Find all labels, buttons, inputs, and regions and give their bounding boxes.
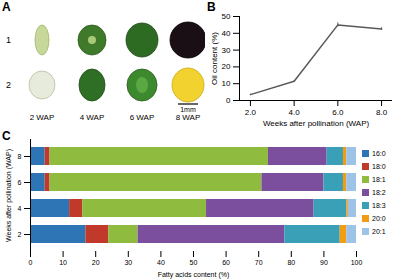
svg-text:6: 6	[18, 179, 22, 186]
svg-text:4: 4	[18, 205, 22, 212]
svg-text:4.0: 4.0	[289, 108, 301, 117]
svg-text:90: 90	[320, 259, 328, 266]
svg-text:Weeks after pollination (WAP): Weeks after pollination (WAP)	[263, 119, 370, 128]
html-text:A: A	[2, 0, 11, 14]
html-text:18:2: 18:2	[372, 189, 386, 196]
svg-text:Oil content (%): Oil content (%)	[210, 32, 219, 85]
svg-text:Weeks after pollination (WAP): Weeks after pollination (WAP)	[5, 149, 13, 242]
svg-text:8: 8	[18, 153, 22, 160]
svg-text:1mm: 1mm	[180, 106, 196, 113]
svg-text:10: 10	[59, 259, 67, 266]
svg-text:40: 40	[222, 29, 231, 38]
svg-text:Fatty acids content (%): Fatty acids content (%)	[158, 271, 230, 279]
html-text:18:3: 18:3	[372, 202, 386, 209]
svg-text:0: 0	[29, 259, 33, 266]
html-text:B: B	[207, 0, 216, 14]
svg-text:10: 10	[222, 79, 231, 88]
svg-text:4 WAP: 4 WAP	[80, 113, 105, 122]
svg-text:50: 50	[190, 259, 198, 266]
html-text:20:0: 20:0	[372, 215, 386, 222]
svg-text:80: 80	[287, 259, 295, 266]
svg-text:30: 30	[222, 46, 231, 55]
svg-text:70: 70	[255, 259, 263, 266]
html-text:20:1: 20:1	[372, 228, 386, 235]
svg-text:6.0: 6.0	[332, 108, 344, 117]
html-text:16:0: 16:0	[372, 150, 386, 157]
svg-text:8.0: 8.0	[376, 108, 388, 117]
svg-text:2: 2	[6, 80, 11, 90]
svg-text:2.0: 2.0	[245, 108, 257, 117]
html-text:18:0: 18:0	[372, 163, 386, 170]
svg-text:2: 2	[18, 231, 22, 238]
svg-text:0: 0	[226, 96, 231, 105]
svg-text:60: 60	[222, 259, 230, 266]
html-text:C: C	[2, 129, 11, 143]
svg-text:100: 100	[351, 259, 363, 266]
svg-text:40: 40	[157, 259, 165, 266]
svg-text:20: 20	[222, 62, 231, 71]
svg-text:50: 50	[222, 12, 231, 21]
svg-text:2 WAP: 2 WAP	[30, 113, 55, 122]
html-text:18:1: 18:1	[372, 176, 386, 183]
svg-text:1: 1	[6, 35, 11, 45]
svg-text:20: 20	[92, 259, 100, 266]
svg-text:30: 30	[124, 259, 132, 266]
svg-text:6 WAP: 6 WAP	[130, 113, 155, 122]
svg-text:8 WAP: 8 WAP	[176, 113, 201, 122]
